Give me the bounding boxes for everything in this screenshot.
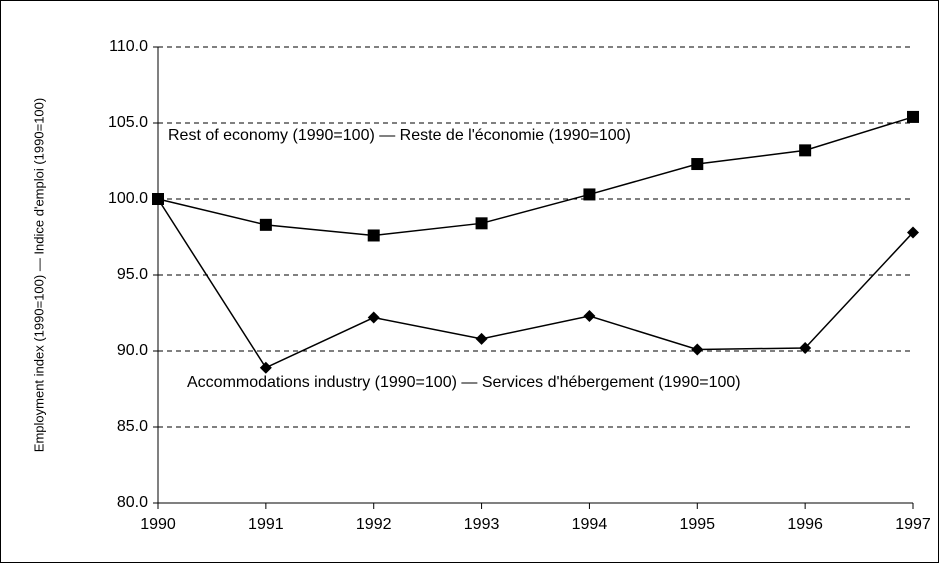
marker <box>907 226 919 239</box>
marker <box>152 193 164 205</box>
x-tick-label: 1995 <box>679 516 715 533</box>
marker <box>691 343 704 356</box>
x-tick-label: 1993 <box>464 516 500 533</box>
y-tick-label: 110.0 <box>109 38 148 55</box>
y-axis-label: Employment index (1990=100) — Indice d'e… <box>31 98 46 452</box>
marker <box>583 188 596 201</box>
marker <box>475 332 488 345</box>
series-label: Accommodations industry (1990=100) — Ser… <box>187 374 741 391</box>
marker <box>367 229 380 242</box>
x-tick-label: 1994 <box>572 516 608 533</box>
y-tick-label: 80.0 <box>117 494 148 511</box>
x-tick-label: 1997 <box>895 516 931 533</box>
y-tick-label: 95.0 <box>117 266 148 283</box>
x-tick-label: 1990 <box>140 516 176 533</box>
series-label: Rest of economy (1990=100) — Reste de l'… <box>168 127 631 144</box>
marker <box>799 341 812 354</box>
series-line <box>157 116 914 237</box>
marker <box>907 110 919 123</box>
x-tick-label: 1992 <box>356 516 392 533</box>
y-tick-label: 105.0 <box>108 114 148 131</box>
x-tick-label: 1991 <box>248 516 284 533</box>
marker <box>691 158 704 171</box>
y-tick-label: 85.0 <box>117 418 148 435</box>
marker <box>259 361 272 374</box>
y-tick-label: 100.0 <box>108 190 148 207</box>
y-tick-label: 90.0 <box>117 342 148 359</box>
series-line <box>157 198 914 369</box>
marker <box>475 217 488 230</box>
marker <box>259 218 272 231</box>
marker <box>367 311 380 324</box>
marker <box>799 144 812 157</box>
x-tick-label: 1996 <box>787 516 823 533</box>
marker <box>583 310 596 323</box>
